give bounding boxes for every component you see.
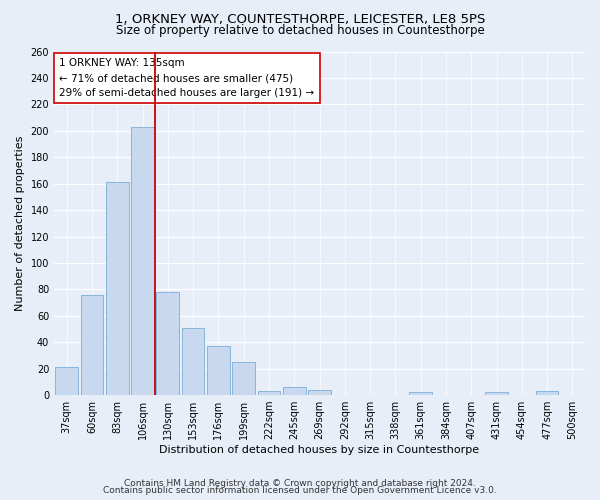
- Bar: [232, 362, 255, 395]
- Bar: [485, 392, 508, 395]
- Y-axis label: Number of detached properties: Number of detached properties: [15, 136, 25, 311]
- Text: 1 ORKNEY WAY: 135sqm
← 71% of detached houses are smaller (475)
29% of semi-deta: 1 ORKNEY WAY: 135sqm ← 71% of detached h…: [59, 58, 314, 98]
- Bar: [283, 387, 305, 395]
- Bar: [207, 346, 230, 395]
- Bar: [182, 328, 205, 395]
- Text: 1, ORKNEY WAY, COUNTESTHORPE, LEICESTER, LE8 5PS: 1, ORKNEY WAY, COUNTESTHORPE, LEICESTER,…: [115, 12, 485, 26]
- Text: Size of property relative to detached houses in Countesthorpe: Size of property relative to detached ho…: [116, 24, 484, 37]
- X-axis label: Distribution of detached houses by size in Countesthorpe: Distribution of detached houses by size …: [160, 445, 479, 455]
- Bar: [308, 390, 331, 395]
- Bar: [106, 182, 128, 395]
- Bar: [80, 294, 103, 395]
- Bar: [536, 391, 559, 395]
- Bar: [55, 368, 78, 395]
- Text: Contains HM Land Registry data © Crown copyright and database right 2024.: Contains HM Land Registry data © Crown c…: [124, 478, 476, 488]
- Bar: [409, 392, 432, 395]
- Bar: [257, 391, 280, 395]
- Bar: [131, 127, 154, 395]
- Bar: [157, 292, 179, 395]
- Text: Contains public sector information licensed under the Open Government Licence v3: Contains public sector information licen…: [103, 486, 497, 495]
